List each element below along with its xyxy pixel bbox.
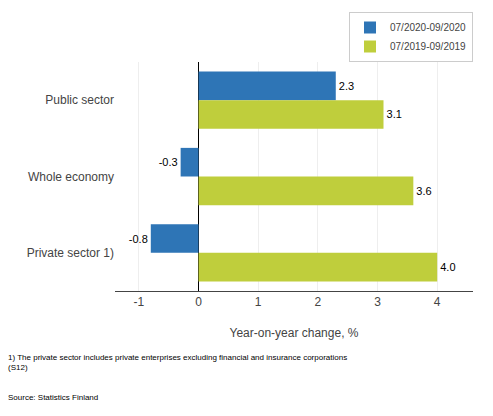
svg-text:Public sector: Public sector — [45, 93, 114, 107]
svg-text:07/2019-09/2019: 07/2019-09/2019 — [390, 41, 466, 52]
svg-text:-1: -1 — [134, 295, 145, 309]
svg-text:3: 3 — [374, 295, 381, 309]
svg-text:0: 0 — [195, 295, 202, 309]
svg-text:3.6: 3.6 — [416, 185, 431, 197]
svg-text:2.3: 2.3 — [339, 80, 354, 92]
svg-text:4: 4 — [434, 295, 441, 309]
svg-text:Source: Statistics Finland: Source: Statistics Finland — [8, 393, 98, 402]
svg-text:1: 1 — [255, 295, 262, 309]
svg-text:Whole economy: Whole economy — [28, 170, 114, 184]
svg-text:3.1: 3.1 — [387, 108, 402, 120]
svg-text:1) The private sector includes: 1) The private sector includes private e… — [8, 353, 347, 372]
svg-text:Year-on-year change, %: Year-on-year change, % — [230, 326, 359, 340]
svg-text:Private sector 1): Private sector 1) — [27, 246, 114, 260]
svg-text:07/2020-09/2020: 07/2020-09/2020 — [390, 22, 466, 33]
svg-text:-0.3: -0.3 — [159, 156, 178, 168]
svg-text:4.0: 4.0 — [440, 261, 455, 273]
svg-text:-0.8: -0.8 — [129, 233, 148, 245]
svg-text:2: 2 — [315, 295, 322, 309]
